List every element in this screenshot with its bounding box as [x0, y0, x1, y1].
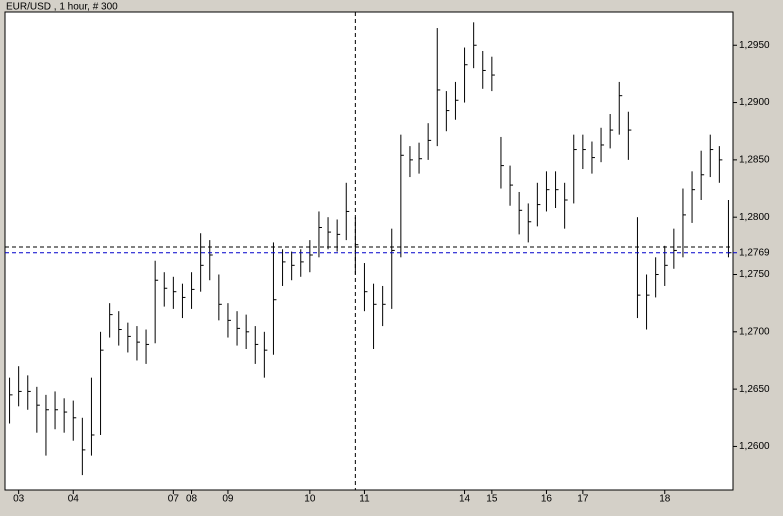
y-tick-label: 1,2850 [739, 155, 770, 166]
y-tick-label: 1,2900 [739, 97, 770, 108]
y-tick-label: 1,2950 [739, 40, 770, 51]
y-tick-label: 1,2650 [739, 384, 770, 395]
x-tick-label: 11 [359, 494, 370, 505]
x-tick-label: 14 [459, 494, 471, 505]
x-tick-label: 07 [168, 494, 180, 505]
x-tick-label: 10 [304, 494, 316, 505]
y-tick-label: 1,2750 [739, 269, 770, 280]
x-tick-label: 04 [68, 494, 80, 505]
x-tick-label: 09 [222, 494, 234, 505]
x-tick-label: 15 [486, 494, 498, 505]
x-tick-label: 16 [541, 494, 553, 505]
plot-area [4, 11, 734, 491]
x-tick-label: 17 [577, 494, 589, 505]
x-tick-label: 08 [186, 494, 198, 505]
price-label: 1,2769 [739, 247, 770, 258]
x-tick-label: 03 [13, 494, 25, 505]
y-tick-label: 1,2800 [739, 212, 770, 223]
y-tick-label: 1,2700 [739, 326, 770, 337]
x-tick-label: 18 [659, 494, 671, 505]
chart-title: EUR/USD , 1 hour, # 300 [6, 2, 118, 13]
y-tick-label: 1,2600 [739, 441, 770, 452]
